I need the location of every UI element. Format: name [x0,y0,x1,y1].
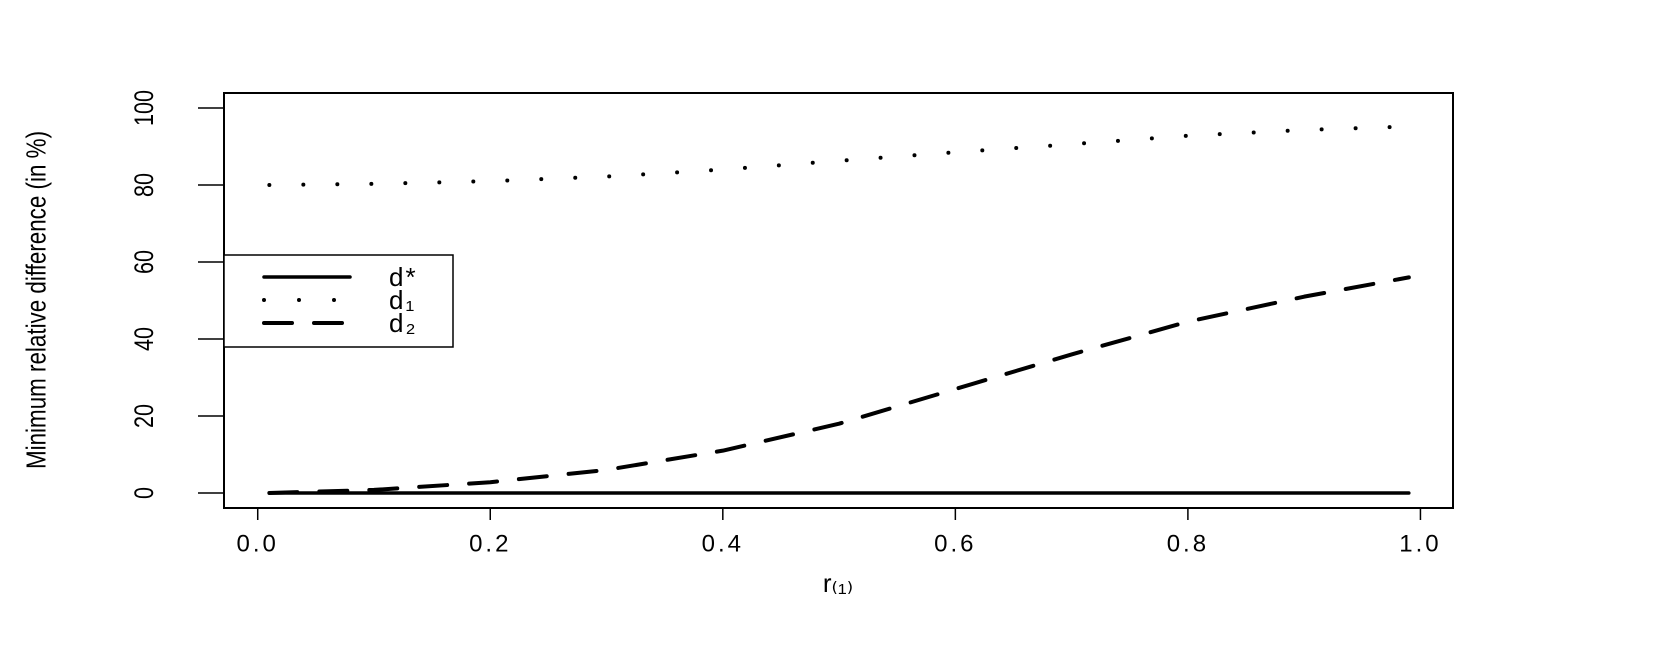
legend-box [223,254,454,348]
x-tick-label: 0.6 [934,530,976,557]
series-line [267,275,1411,495]
x-axis-label: r₍₁₎ [823,568,853,598]
legend-label: d₂ [389,308,418,338]
legend-label: d* [389,262,418,292]
y-tick-label: 20 [130,404,160,428]
y-tick-label: 80 [130,173,160,197]
x-tick-label: 0.2 [469,530,511,557]
series-line [267,124,1411,188]
y-tick-label: 0 [130,487,160,499]
legend-label: d₁ [389,285,416,315]
y-tick-label: 100 [130,90,160,126]
y-axis-label: Minimum relative difference (in %) [21,131,52,469]
y-tick-label: 40 [130,327,160,351]
y-tick-label: 60 [130,250,160,274]
x-tick-label: 0.8 [1167,530,1209,557]
x-tick-label: 0.4 [702,530,744,557]
x-tick-label: 0.0 [237,530,279,557]
x-tick-label: 1.0 [1399,530,1441,557]
